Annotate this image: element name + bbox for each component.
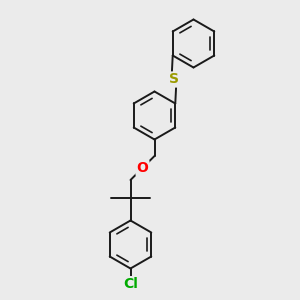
Text: Cl: Cl [123, 277, 138, 291]
Text: O: O [136, 161, 148, 175]
Text: S: S [169, 73, 179, 86]
